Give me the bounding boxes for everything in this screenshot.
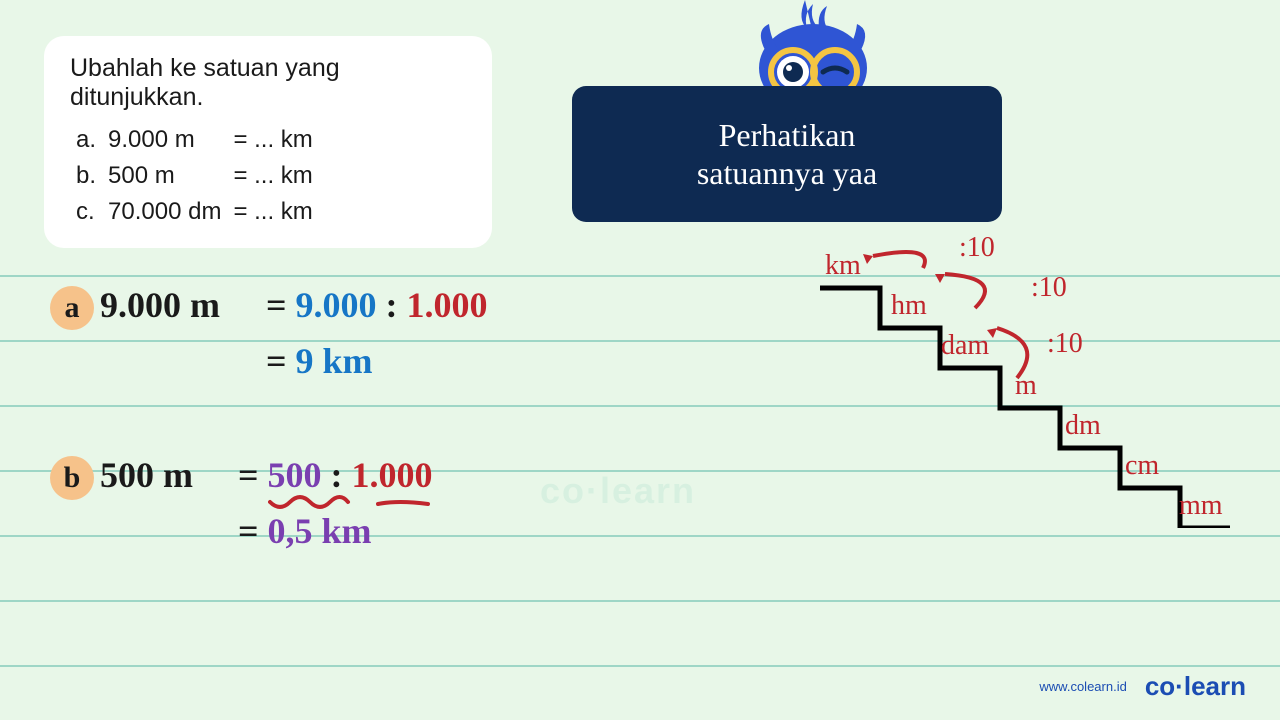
footer: www.colearn.id co·learn	[1039, 671, 1246, 702]
colon-sign: :	[331, 455, 352, 495]
q-lhs: 500 m	[102, 158, 227, 194]
rule-line	[0, 535, 1280, 537]
work-b-lhs: 500 m	[100, 454, 193, 496]
q-rhs: = ... km	[227, 122, 318, 158]
work-a-result: 9 km	[296, 341, 373, 381]
badge-b: b	[50, 456, 94, 500]
badge-a-label: a	[65, 291, 80, 325]
eq-sign: =	[266, 285, 296, 325]
brand-part1: co	[1145, 671, 1175, 701]
eq-sign: =	[238, 455, 268, 495]
q-letter: a.	[70, 122, 102, 158]
stair-label-cm: cm	[1125, 450, 1159, 482]
question-title: Ubahlah ke satuan yang ditunjukkan.	[70, 54, 466, 112]
question-card: Ubahlah ke satuan yang ditunjukkan. a. 9…	[44, 36, 492, 248]
q-lhs: 9.000 m	[102, 122, 227, 158]
eq-sign: =	[238, 511, 268, 551]
stair-label-m: m	[1015, 370, 1037, 402]
div10-label: :10	[959, 232, 995, 264]
work-b-val2: 1.000	[352, 455, 433, 495]
question-list: a. 9.000 m = ... km b. 500 m = ... km c.…	[70, 122, 319, 230]
watermark-text: co·learn	[540, 470, 696, 512]
banner-line2: satuannya yaa	[697, 154, 877, 192]
rule-line	[0, 665, 1280, 667]
stair-label-dam: dam	[941, 330, 989, 362]
q-lhs: 70.000 dm	[102, 194, 227, 230]
q-letter: c.	[70, 194, 102, 230]
question-row: a. 9.000 m = ... km	[70, 122, 319, 158]
brand-part2: learn	[1184, 671, 1246, 701]
footer-brand: co·learn	[1145, 671, 1246, 702]
q-letter: b.	[70, 158, 102, 194]
rule-line	[0, 600, 1280, 602]
stair-label-mm: mm	[1179, 490, 1223, 522]
badge-a: a	[50, 286, 94, 330]
footer-url: www.colearn.id	[1039, 679, 1126, 694]
question-row: b. 500 m = ... km	[70, 158, 319, 194]
div10-label: :10	[1047, 328, 1083, 360]
div10-label: :10	[1031, 272, 1067, 304]
banner-line1: Perhatikan	[719, 116, 856, 154]
stair-label-dm: dm	[1065, 410, 1101, 442]
q-rhs: = ... km	[227, 158, 318, 194]
work-b-val1: 500	[268, 455, 322, 495]
unit-staircase: km hm dam m dm cm mm :10 :10 :10	[815, 248, 1235, 528]
eq-sign: =	[266, 341, 296, 381]
brand-dot: ·	[1175, 671, 1184, 701]
badge-b-label: b	[64, 461, 81, 495]
worksheet-stage: Ubahlah ke satuan yang ditunjukkan. a. 9…	[0, 0, 1280, 720]
hint-banner: Perhatikan satuannya yaa	[572, 86, 1002, 222]
work-a-lhs: 9.000 m	[100, 284, 220, 326]
colon-sign: :	[386, 285, 407, 325]
stair-label-hm: hm	[891, 290, 927, 322]
work-a-val2: 1.000	[407, 285, 488, 325]
stair-label-km: km	[825, 250, 861, 282]
work-b-result: 0,5 km	[268, 511, 372, 551]
q-rhs: = ... km	[227, 194, 318, 230]
question-row: c. 70.000 dm = ... km	[70, 194, 319, 230]
work-a-val1: 9.000	[296, 285, 377, 325]
